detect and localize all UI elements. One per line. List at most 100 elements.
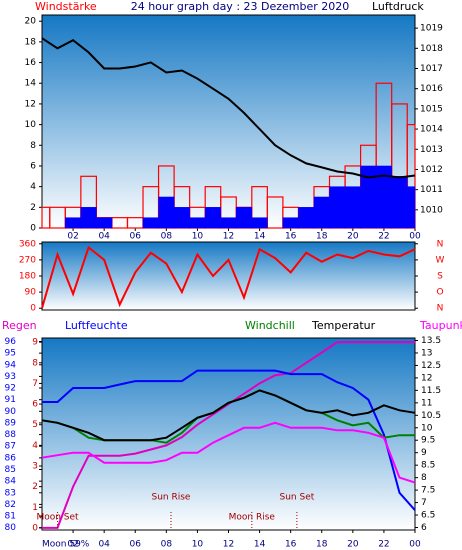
wind-bar <box>189 217 206 229</box>
y2-tick-label: 12.5 <box>421 361 441 371</box>
y-tick-label: 360 <box>19 239 36 249</box>
y2-tick-label: 1016 <box>420 84 443 94</box>
y2-tick-label: 6 <box>421 523 427 533</box>
x-tick-label: 10 <box>192 232 204 242</box>
y2-tick-label: N <box>437 304 444 314</box>
wind-bar <box>204 207 221 229</box>
x-tick-label: 06 <box>130 540 142 550</box>
y-tick-label: 18 <box>25 37 37 47</box>
x-tick-label: 18 <box>316 232 328 242</box>
y2-tick-label: 7.5 <box>421 486 435 496</box>
series-label: Taupunkt <box>419 319 462 332</box>
wind-bar <box>65 217 82 229</box>
series-line <box>41 245 416 309</box>
event-label: Moon Rise <box>229 513 276 523</box>
x-tick-label: 06 <box>130 232 142 242</box>
y-tick-label: 94 <box>5 360 17 370</box>
y-tick-label: 88 <box>5 430 17 440</box>
series-label: Temperatur <box>311 319 376 332</box>
x-tick-label: 12 <box>223 232 234 242</box>
x-tick-label: 22 <box>378 540 389 550</box>
y2-tick-label: 9 <box>421 448 427 458</box>
y-tick-label: 84 <box>5 477 17 487</box>
x-tick-label: 14 <box>254 232 266 242</box>
x-tick-label: 02 <box>67 540 78 550</box>
y-tick-label: 16 <box>25 58 37 68</box>
y3-tick-label: 1 <box>32 503 38 513</box>
y-tick-label: 81 <box>5 512 16 522</box>
y2-tick-label: 1019 <box>420 24 443 34</box>
y2-tick-label: W <box>436 255 445 265</box>
y-tick-label: 85 <box>5 465 16 475</box>
event-label: Sun Rise <box>152 493 191 503</box>
x-tick-label: 08 <box>161 540 173 550</box>
y-tick-label: 87 <box>5 442 16 452</box>
y2-tick-label: 10 <box>421 423 433 433</box>
y2-tick-label: 9.5 <box>421 436 435 446</box>
y2-tick-label: 1012 <box>420 165 443 175</box>
wind-bar <box>313 196 330 229</box>
event-label: Sun Set <box>280 493 315 503</box>
x-tick-label: 04 <box>98 232 110 242</box>
series-label: Luftdruck <box>372 0 424 13</box>
y3-tick-label: 7 <box>32 379 38 389</box>
y2-tick-label: 1017 <box>420 64 443 74</box>
y3-tick-label: 0 <box>32 523 38 533</box>
y-tick-label: 10 <box>25 120 37 130</box>
y-tick-label: 6 <box>30 161 36 171</box>
y2-tick-label: 8 <box>421 473 427 483</box>
wind-bar <box>142 217 159 229</box>
y-tick-label: 82 <box>5 500 16 510</box>
x-tick-label: 02 <box>67 232 78 242</box>
y2-tick-label: 7 <box>421 498 427 508</box>
x-tick-label: 08 <box>161 232 173 242</box>
y3-tick-label: 6 <box>32 400 38 410</box>
x-tick-label: 10 <box>192 540 204 550</box>
y-tick-label: 0 <box>30 224 36 234</box>
plot-background <box>41 241 416 311</box>
y2-tick-label: 1014 <box>420 125 443 135</box>
x-tick-label: 00 <box>409 232 421 242</box>
y-tick-label: 14 <box>25 79 37 89</box>
y2-tick-label: O <box>436 288 443 298</box>
y-tick-label: 12 <box>25 99 36 109</box>
y-tick-label: 180 <box>19 272 36 282</box>
series-label: Windchill <box>245 319 295 332</box>
y2-tick-label: 11.5 <box>421 386 441 396</box>
y-tick-label: 89 <box>5 418 17 428</box>
x-tick-label: 16 <box>285 232 297 242</box>
wind-bar <box>406 186 416 229</box>
moon-phase: Moon 59% <box>42 540 90 550</box>
x-tick-label: 12 <box>223 540 234 550</box>
wind-bar <box>391 176 408 229</box>
series-label: Luftfeuchte <box>65 319 128 332</box>
x-tick-label: 16 <box>285 540 297 550</box>
y2-tick-label: 1011 <box>420 185 443 195</box>
y2-tick-label: 11 <box>421 398 432 408</box>
y3-tick-label: 2 <box>32 482 38 492</box>
y-tick-label: 93 <box>5 372 16 382</box>
y-tick-label: 90 <box>5 407 17 417</box>
y-tick-label: 80 <box>5 523 17 533</box>
y-tick-label: 4 <box>30 182 36 192</box>
y2-tick-label: 8.5 <box>421 461 435 471</box>
wind-bar <box>329 186 346 229</box>
y2-tick-label: 1013 <box>420 145 443 155</box>
y2-tick-label: 13 <box>421 348 432 358</box>
x-tick-label: 20 <box>347 232 359 242</box>
y-tick-label: 92 <box>5 384 16 394</box>
series-line <box>41 389 416 442</box>
y3-tick-label: 4 <box>32 441 38 451</box>
y-tick-label: 8 <box>30 141 36 151</box>
x-tick-label: 04 <box>98 540 110 550</box>
series-line <box>42 341 415 529</box>
y2-tick-label: 6.5 <box>421 511 435 521</box>
y2-tick-label: N <box>437 239 444 249</box>
y-tick-label: 2 <box>30 203 36 213</box>
y-tick-label: 86 <box>5 453 17 463</box>
wind-bar <box>220 217 237 229</box>
x-tick-label: 14 <box>254 540 266 550</box>
y2-tick-label: 1018 <box>420 44 443 54</box>
title: 24 hour graph day : 23 Dezember 2020 <box>131 0 350 13</box>
